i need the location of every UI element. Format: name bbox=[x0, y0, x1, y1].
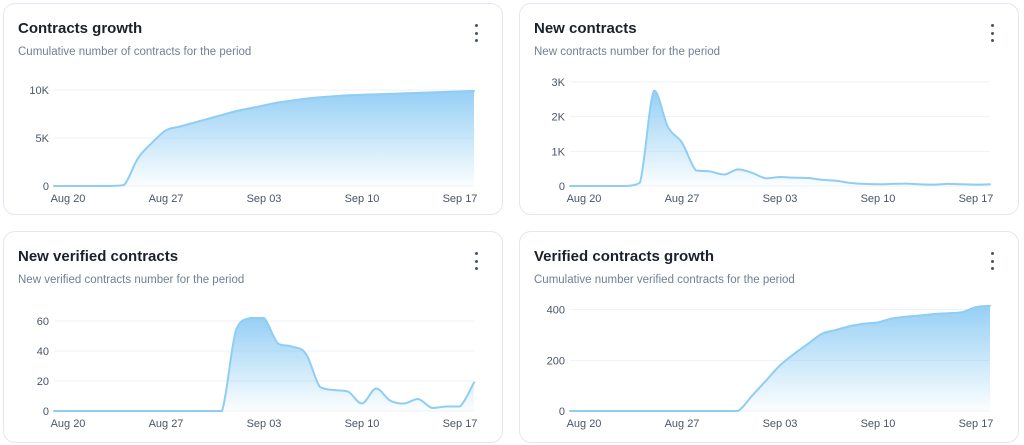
series-area bbox=[570, 305, 990, 411]
new-verified-contracts-card: New verified contracts New verified cont… bbox=[3, 231, 503, 443]
x-tick-label: Sep 17 bbox=[443, 193, 478, 205]
x-tick-label: Sep 10 bbox=[345, 193, 380, 205]
more-vertical-icon[interactable] bbox=[986, 24, 998, 42]
y-tick-label: 400 bbox=[547, 305, 565, 317]
new-contracts-card: New contracts New contracts number for t… bbox=[519, 3, 1019, 215]
x-tick-label: Aug 20 bbox=[51, 418, 86, 430]
x-tick-label: Sep 03 bbox=[247, 418, 282, 430]
more-vertical-icon[interactable] bbox=[470, 24, 482, 42]
y-tick-label: 2K bbox=[552, 112, 566, 124]
x-tick-label: Aug 20 bbox=[567, 418, 602, 430]
series-area bbox=[54, 318, 474, 411]
x-tick-label: Aug 20 bbox=[51, 193, 86, 205]
verified-contracts-growth-card: Verified contracts growth Cumulative num… bbox=[519, 231, 1019, 443]
y-tick-label: 40 bbox=[37, 346, 49, 358]
y-tick-label: 3K bbox=[552, 77, 566, 89]
y-tick-label: 10K bbox=[29, 85, 49, 97]
x-tick-label: Aug 27 bbox=[665, 418, 700, 430]
y-tick-label: 60 bbox=[37, 316, 49, 328]
y-tick-label: 0 bbox=[559, 406, 565, 418]
x-tick-label: Sep 17 bbox=[959, 193, 994, 205]
y-tick-label: 0 bbox=[43, 406, 49, 418]
y-tick-label: 1K bbox=[552, 146, 566, 158]
card-title: Contracts growth bbox=[18, 20, 143, 37]
card-title: Verified contracts growth bbox=[534, 248, 715, 265]
x-tick-label: Sep 03 bbox=[247, 193, 282, 205]
x-tick-label: Aug 27 bbox=[665, 193, 700, 205]
y-tick-label: 0 bbox=[559, 181, 565, 193]
x-tick-label: Sep 10 bbox=[861, 193, 896, 205]
y-tick-label: 5K bbox=[36, 133, 50, 145]
contracts-growth-card: Contracts growth Cumulative number of co… bbox=[3, 3, 503, 215]
x-tick-label: Aug 27 bbox=[149, 418, 184, 430]
new-contracts-chart: 0 1K 2K 3K Aug 20 Aug 27 Sep 03 Sep 10 Sep 17 bbox=[552, 77, 994, 205]
card-title: New contracts bbox=[534, 20, 637, 37]
more-vertical-icon[interactable] bbox=[986, 252, 998, 270]
series-line bbox=[53, 89, 475, 188]
series-area bbox=[570, 90, 990, 186]
verified-contracts-growth-chart: 0 200 400 Aug 20 Aug 27 Sep 03 Sep 10 Sep 17 bbox=[547, 304, 994, 430]
x-tick-label: Sep 17 bbox=[443, 418, 478, 430]
series-line bbox=[569, 304, 991, 412]
y-tick-label: 200 bbox=[547, 355, 565, 367]
x-tick-label: Sep 10 bbox=[861, 418, 896, 430]
card-subtitle: New contracts number for the period bbox=[534, 46, 721, 58]
x-tick-label: Sep 17 bbox=[959, 418, 994, 430]
card-title: New verified contracts bbox=[18, 248, 179, 265]
y-tick-label: 0 bbox=[43, 181, 49, 193]
y-tick-label: 20 bbox=[37, 376, 49, 388]
card-subtitle: Cumulative number verified contracts for… bbox=[534, 274, 795, 286]
x-tick-label: Aug 27 bbox=[149, 193, 184, 205]
x-tick-label: Sep 10 bbox=[345, 418, 380, 430]
card-subtitle: Cumulative number of contracts for the p… bbox=[18, 46, 252, 58]
card-subtitle: New verified contracts number for the pe… bbox=[18, 274, 245, 286]
x-tick-label: Aug 20 bbox=[567, 193, 602, 205]
series-line bbox=[53, 317, 475, 412]
x-tick-label: Sep 03 bbox=[763, 193, 798, 205]
contracts-growth-chart: 0 5K 10K Aug 20 Aug 27 Sep 03 Sep 10 Sep 17 bbox=[29, 85, 478, 205]
more-vertical-icon[interactable] bbox=[470, 252, 482, 270]
x-tick-label: Sep 03 bbox=[763, 418, 798, 430]
series-area bbox=[54, 90, 474, 186]
new-verified-contracts-chart: 0 20 40 60 Aug 20 Aug 27 Sep 03 Sep 10 Sep 17 bbox=[37, 316, 478, 430]
series-line bbox=[569, 89, 991, 188]
